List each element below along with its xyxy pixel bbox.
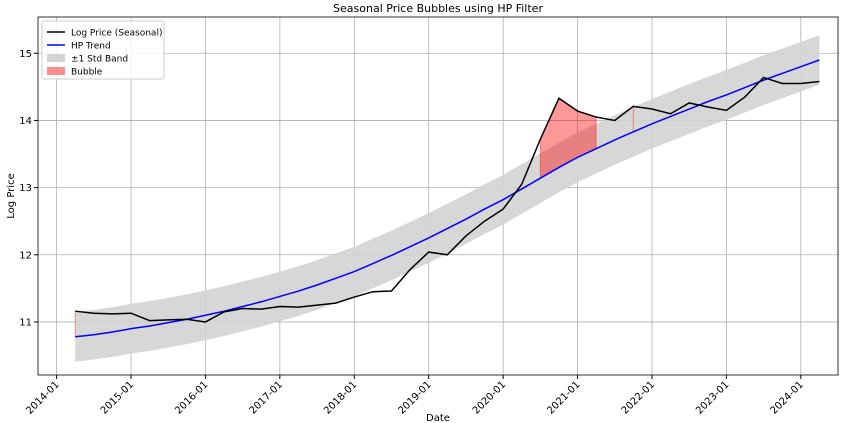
x-tick-label: 2014-01: [24, 379, 61, 416]
line-series: [75, 76, 820, 323]
chart-title: Seasonal Price Bubbles using HP Filter: [333, 2, 543, 15]
x-tick-label: 2023-01: [694, 379, 731, 416]
x-tick-label: 2017-01: [248, 379, 285, 416]
y-tick-label: 12: [19, 250, 32, 261]
x-tick-label: 2022-01: [620, 379, 657, 416]
y-tick-label: 15: [19, 49, 32, 60]
legend: Log Price (Seasonal) HP Trend ±1 Std Band B…: [41, 20, 165, 80]
plot-frame: [37, 16, 839, 376]
x-tick-label: 2015-01: [99, 379, 136, 416]
legend-swatch: [47, 67, 65, 75]
y-axis-label: Log Price: [6, 173, 17, 218]
x-tick-label: 2016-01: [173, 379, 210, 416]
y-tick-label: 14: [19, 116, 32, 127]
y-tick-label: 11: [19, 317, 32, 328]
y-tick-label: 13: [19, 183, 32, 194]
x-tick-label: 2019-01: [396, 379, 433, 416]
legend-label: Bubble: [71, 68, 103, 78]
legend-label: Log Price (Seasonal): [71, 29, 162, 39]
legend-label: HP Trend: [71, 42, 111, 52]
legend-swatch: [47, 54, 65, 62]
x-tick-label: 2021-01: [545, 379, 582, 416]
legend-label: ±1 Std Band: [71, 55, 128, 65]
legend-box: [41, 20, 165, 80]
std-band: [75, 35, 820, 362]
x-tick-label: 2018-01: [322, 379, 359, 416]
x-tick-label: 2020-01: [471, 379, 508, 416]
line-series: [75, 59, 820, 338]
x-axis-label: Date: [426, 413, 450, 423]
x-tick-label: 2024-01: [769, 379, 806, 416]
